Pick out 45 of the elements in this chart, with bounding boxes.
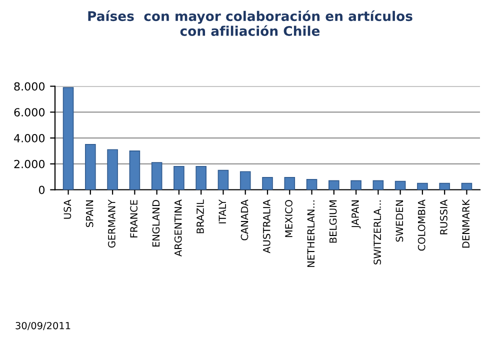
bar — [284, 177, 296, 190]
x-tick-label: ENGLAND — [152, 200, 160, 247]
bar — [262, 177, 273, 190]
bar — [107, 149, 118, 190]
y-tick-label: 6.000 — [14, 108, 45, 117]
bar — [372, 180, 384, 190]
bar — [394, 180, 406, 190]
x-tick-label: CANADA — [240, 200, 248, 240]
x-tick-label: SPAIN — [86, 200, 94, 228]
x-tick-label: NETHERLAN... — [307, 200, 314, 267]
bar — [62, 87, 74, 190]
bar — [151, 162, 162, 190]
bar — [417, 182, 428, 190]
x-tick-label: RUSSIA — [440, 200, 448, 234]
x-tick-label: USA — [64, 200, 72, 219]
x-tick-label: AUSTRALIA — [262, 200, 270, 254]
y-tick-label: 8.000 — [14, 82, 45, 91]
bar — [439, 182, 450, 190]
bar — [328, 180, 340, 190]
x-tick-label: SWEDEN — [396, 200, 404, 242]
x-tick-label: BRAZIL — [196, 200, 204, 234]
bar — [350, 180, 362, 190]
x-tick-label: ARGENTINA — [174, 200, 182, 256]
x-tick-label: ITALY — [218, 199, 226, 224]
x-tick-label: MEXICO — [285, 200, 292, 238]
x-tick-label: BELGIUM — [329, 200, 337, 243]
chart-title: Países con mayor colaboración en artículos con afiliación Chile — [88, 10, 412, 36]
bar — [85, 144, 96, 190]
bar — [196, 166, 206, 190]
y-tick-label: 0 — [38, 186, 45, 194]
text: 30/09/2011 — [16, 322, 70, 330]
bar — [306, 178, 318, 190]
x-tick-label: COLOMBIA — [418, 200, 426, 251]
y-tick-label: 4.000 — [14, 134, 45, 142]
bar — [218, 170, 229, 190]
x-tick-label: GERMANY — [108, 199, 116, 248]
x-tick-label: SWITZERLA... — [374, 200, 381, 264]
y-tick-label: 2.000 — [14, 160, 45, 168]
x-tick-label: FRANCE — [130, 200, 138, 238]
x-tick-label: DENMARK — [462, 199, 470, 248]
bar — [461, 182, 472, 190]
bar — [240, 171, 251, 190]
x-tick-label: JAPAN — [352, 200, 361, 228]
bar — [129, 150, 140, 190]
bar — [174, 166, 184, 190]
